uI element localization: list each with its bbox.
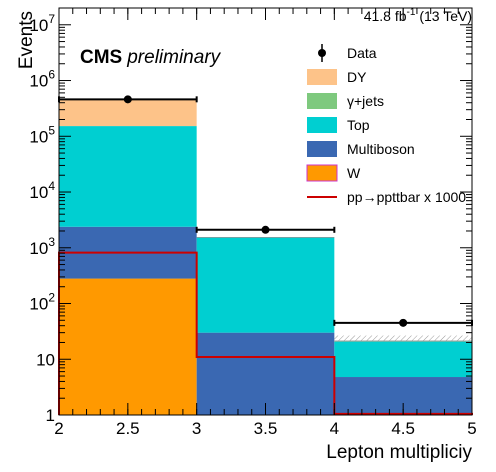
- legend-label: Multiboson: [347, 141, 415, 157]
- data-marker: [123, 95, 132, 104]
- uncertainty-band-bin3: [334, 335, 472, 342]
- x-tick-label: 3.5: [254, 419, 278, 438]
- data-point-bin3: [333, 318, 473, 327]
- y-tick-label: 103: [29, 235, 55, 258]
- y-tick-label: 102: [29, 291, 55, 314]
- bar-top-bin3: [334, 341, 472, 378]
- x-axis-label: Lepton multipliciy: [326, 442, 472, 463]
- legend-swatch: [307, 141, 337, 157]
- luminosity-label: 41.8 fb-1 (13 TeV): [364, 7, 472, 24]
- bar-w-bin1: [59, 278, 197, 415]
- legend-item-signal: pp→ppttbar x 1000: [307, 189, 466, 205]
- y-tick-base: 10: [36, 350, 55, 369]
- x-tick-label: 4: [330, 419, 339, 438]
- legend-swatch: [306, 164, 338, 182]
- cms-name: CMS: [80, 47, 122, 68]
- legend-item-multiboson: Multiboson: [307, 141, 415, 157]
- y-tick-base: 10: [29, 72, 48, 91]
- y-tick-base: 10: [29, 183, 48, 202]
- legend-item-gamma_jets: γ+jets: [307, 93, 384, 109]
- y-tick-label: 10: [36, 350, 55, 369]
- legend-label: Data: [347, 45, 377, 61]
- y-tick-base: 10: [29, 16, 48, 35]
- y-tick-label: 104: [29, 179, 55, 202]
- lumi-exponent: -1: [407, 7, 416, 18]
- y-tick-base: 10: [29, 127, 48, 146]
- cms-label: CMS preliminary: [80, 47, 222, 68]
- legend-label: Top: [347, 117, 370, 133]
- legend-label: pp→ppttbar x 1000: [347, 189, 466, 205]
- x-tick-label: 3: [192, 419, 201, 438]
- y-tick-label: 107: [29, 12, 55, 35]
- y-tick-base: 10: [29, 239, 48, 258]
- x-tick-label: 5: [467, 419, 476, 438]
- y-tick-exponent: 5: [48, 123, 55, 137]
- y-tick-label: 106: [29, 68, 55, 91]
- data-marker: [261, 225, 270, 234]
- y-tick-base: 1: [46, 406, 55, 425]
- y-tick-base: 10: [29, 295, 48, 314]
- signal-histogram: [58, 251, 473, 415]
- y-tick-exponent: 2: [48, 291, 55, 305]
- legend-item-w: W: [306, 164, 361, 182]
- legend-marker: [318, 49, 326, 57]
- bar-multiboson-bin2: [196, 332, 335, 415]
- y-tick-label: 1: [46, 406, 55, 425]
- y-tick-exponent: 3: [48, 235, 55, 249]
- legend-item-dy: DY: [307, 69, 367, 85]
- x-tick-label: 2: [54, 419, 63, 438]
- cms-preliminary: preliminary: [126, 47, 221, 68]
- legend-label: W: [347, 165, 361, 181]
- bar-top-bin1: [59, 126, 197, 227]
- legend: Data DY γ+jets Top Multiboson Wpp→ppttbar x 1…: [306, 44, 466, 205]
- x-tick-label: 2.5: [116, 419, 140, 438]
- lumi-energy: (13 TeV): [415, 8, 472, 24]
- legend-label: DY: [347, 69, 367, 85]
- y-tick-exponent: 7: [48, 12, 55, 26]
- y-tick-label: 105: [29, 123, 55, 146]
- x-tick-label: 4.5: [391, 419, 415, 438]
- legend-swatch: [307, 93, 337, 109]
- legend-label: γ+jets: [347, 93, 384, 109]
- data-point-bin2: [195, 225, 336, 234]
- y-axis-label: Events: [16, 11, 37, 69]
- legend-swatch: [307, 69, 337, 85]
- y-tick-exponent: 4: [48, 179, 55, 193]
- legend-item-top: Top: [307, 117, 370, 133]
- signal-line: [58, 251, 473, 415]
- bar-dy-bin1: [59, 99, 197, 127]
- y-tick-exponent: 6: [48, 68, 55, 82]
- lumi-value: 41.8 fb: [364, 8, 407, 24]
- bar-top-bin2: [196, 237, 335, 333]
- data-marker: [399, 318, 408, 327]
- legend-swatch: [307, 117, 337, 133]
- legend-item-data: Data: [318, 44, 377, 62]
